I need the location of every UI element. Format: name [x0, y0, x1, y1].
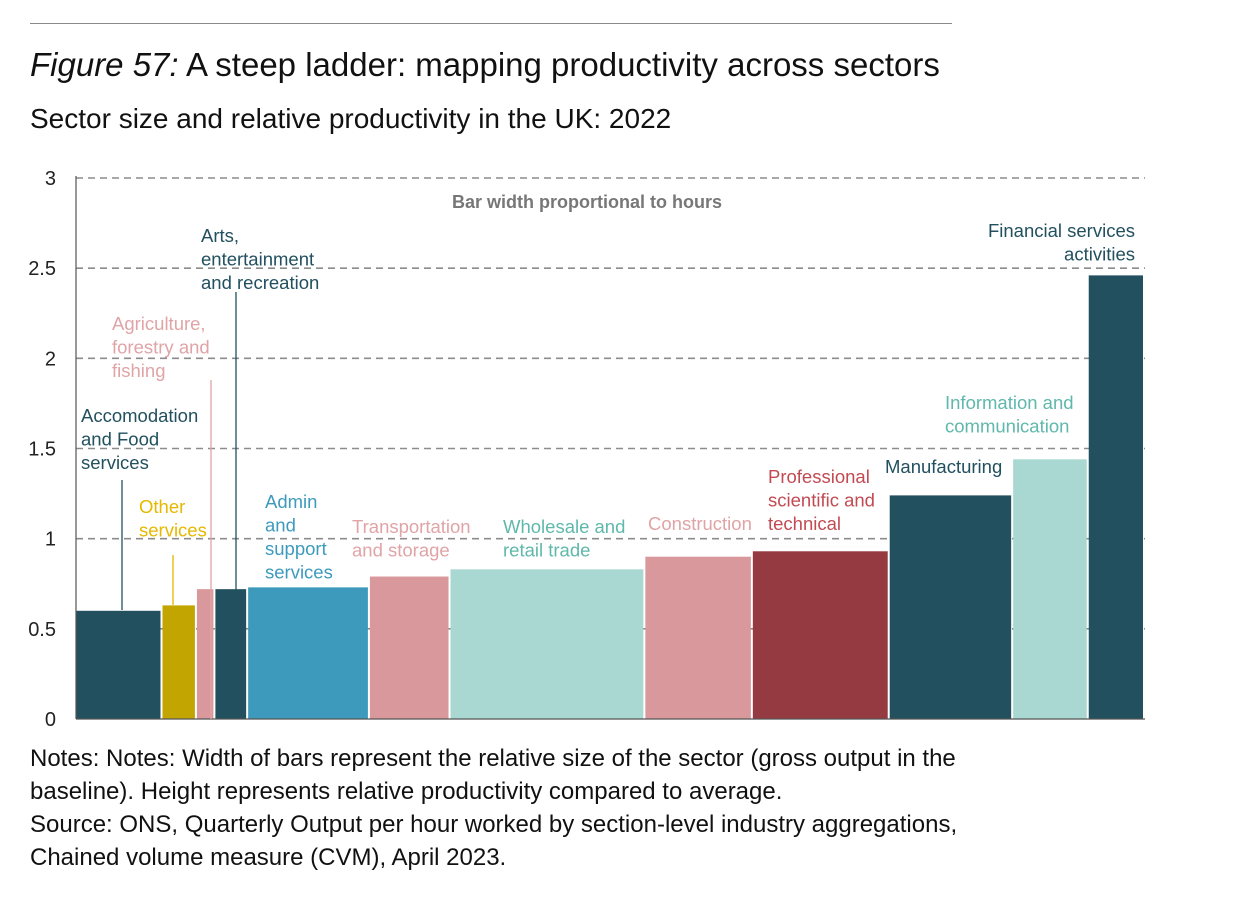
- bar-label: Financial services: [988, 220, 1135, 241]
- bar-label: forestry and: [112, 337, 210, 358]
- bar: [196, 589, 214, 719]
- bar-label: Agriculture,: [112, 313, 206, 334]
- chart-annotation: Bar width proportional to hours: [452, 192, 722, 212]
- figure-label: Figure 57:: [30, 46, 179, 83]
- bar-label: technical: [768, 513, 841, 534]
- bar-label: services: [139, 520, 207, 541]
- bar: [450, 569, 644, 719]
- top-rule: [30, 23, 952, 24]
- y-tick-label: 1.5: [28, 439, 56, 461]
- bar-label: services: [81, 452, 149, 473]
- source-line: Source: ONS, Quarterly Output per hour w…: [30, 811, 958, 838]
- bar: [76, 610, 161, 719]
- bar-label: Transportation: [352, 516, 471, 537]
- bar: [1013, 459, 1087, 719]
- bar-label: communication: [945, 416, 1069, 437]
- bar-label: Manufacturing: [885, 456, 1002, 477]
- bar: [889, 495, 1012, 719]
- bar-label: Wholesale and: [503, 516, 625, 537]
- y-tick-label: 2.5: [28, 258, 56, 280]
- bar-label: and storage: [352, 540, 450, 561]
- y-tick-label: 3: [45, 168, 56, 190]
- bar-label: Construction: [648, 513, 752, 534]
- bar-label: services: [265, 562, 333, 583]
- bar-label: Admin: [265, 491, 317, 512]
- bar-label: and: [265, 515, 296, 536]
- bar-label: Accomodation: [81, 405, 198, 426]
- bar: [162, 605, 195, 719]
- title-text: A steep ladder: mapping productivity acr…: [185, 46, 940, 83]
- chart-subtitle: Sector size and relative productivity in…: [30, 103, 672, 134]
- bar: [369, 576, 449, 719]
- bar-label: scientific and: [768, 490, 875, 511]
- y-tick-label: 2: [45, 348, 56, 370]
- y-tick-label: 0: [45, 709, 56, 731]
- bar-label: entertainment: [201, 249, 314, 270]
- bar: [645, 556, 751, 719]
- chart-title: Figure 57: A steep ladder: mapping produ…: [30, 44, 940, 86]
- notes-line: baseline). Height represents relative pr…: [30, 778, 783, 805]
- bar-label: fishing: [112, 360, 165, 381]
- bar-label: Professional: [768, 466, 870, 487]
- bar: [248, 587, 368, 719]
- notes-line: Notes: Notes: Width of bars represent th…: [30, 745, 956, 772]
- y-tick-label: 1: [45, 529, 56, 551]
- bar: [215, 589, 247, 719]
- bar-label: Other: [139, 496, 185, 517]
- bar-label: Arts,: [201, 225, 239, 246]
- bar-label: Information and: [945, 392, 1074, 413]
- bar: [1088, 275, 1143, 719]
- bar-label: and recreation: [201, 272, 319, 293]
- chart: 0 0.5 1 1.5 2 2.5 3 Bar width proportional to h…: [28, 168, 1145, 731]
- bar-label: support: [265, 538, 327, 559]
- bar: [752, 551, 888, 719]
- y-tick-label: 0.5: [28, 619, 56, 641]
- bar-label: retail trade: [503, 540, 590, 561]
- notes: Notes: Notes: Width of bars represent th…: [30, 742, 1230, 874]
- bar-label: and Food: [81, 429, 159, 450]
- bar-label: activities: [1064, 244, 1135, 265]
- source-line: Chained volume measure (CVM), April 2023…: [30, 844, 507, 871]
